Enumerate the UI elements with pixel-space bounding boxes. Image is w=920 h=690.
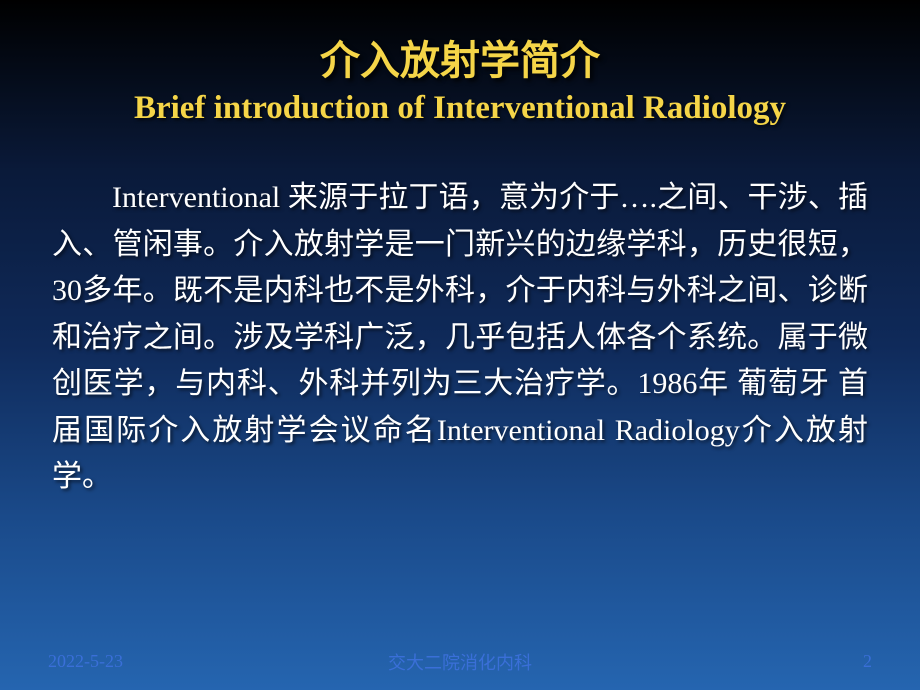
footer: 2022-5-23 交大二院消化内科 2 <box>0 651 920 672</box>
body-paragraph: Interventional 来源于拉丁语，意为介于….之间、干涉、插入、管闲事… <box>48 175 872 501</box>
slide: 介入放射学简介 Brief introduction of Interventi… <box>0 0 920 690</box>
footer-date: 2022-5-23 <box>48 651 123 672</box>
subtitle-english: Brief introduction of Interventional Rad… <box>48 90 872 127</box>
body-text-content: Interventional 来源于拉丁语，意为介于….之间、干涉、插入、管闲事… <box>52 181 868 493</box>
footer-page-number: 2 <box>863 651 872 672</box>
footer-center-text: 交大二院消化内科 <box>388 649 532 675</box>
title-chinese: 介入放射学简介 <box>48 28 872 86</box>
